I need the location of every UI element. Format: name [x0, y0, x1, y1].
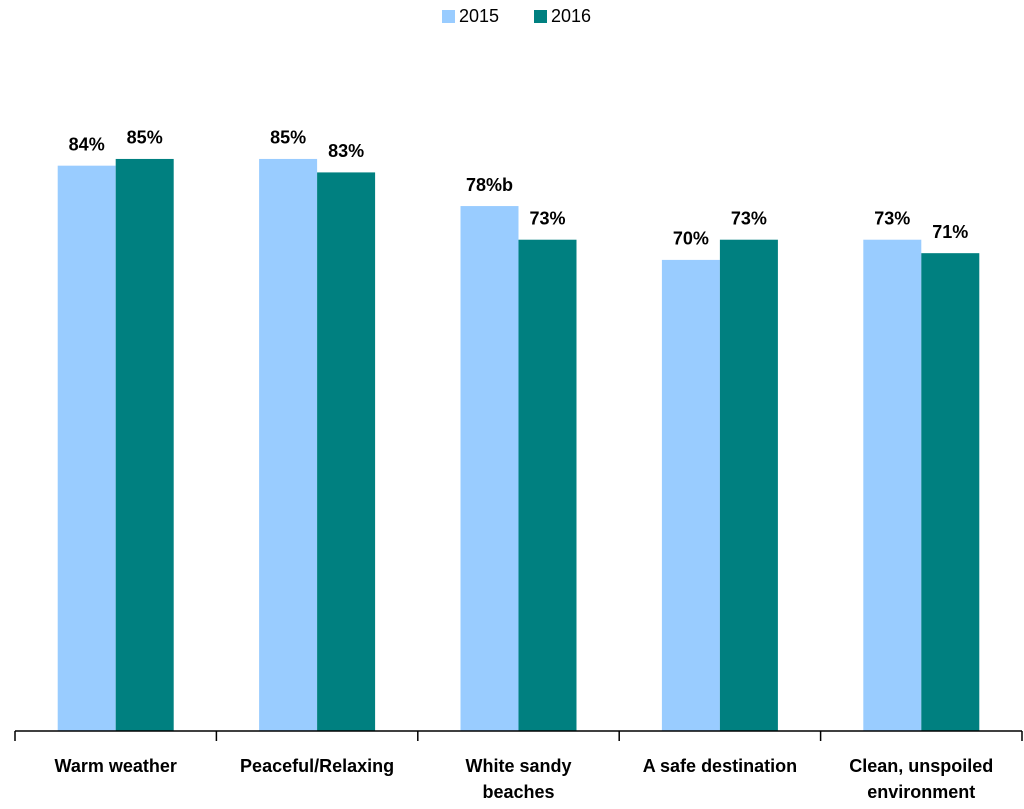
bar [518, 239, 577, 731]
value-label: 84% [69, 134, 105, 154]
value-label: 70% [673, 229, 709, 249]
x-tick-label: White sandy beaches [465, 756, 572, 802]
x-tick-label: Warm weather [54, 756, 177, 776]
value-label: 73% [874, 208, 910, 228]
value-label: 83% [328, 141, 364, 161]
x-tick-label: Clean, unspoiled environment [849, 756, 994, 802]
legend-label: 2016 [551, 6, 591, 26]
bar [921, 253, 980, 732]
bar [115, 158, 174, 731]
legend-swatch [534, 10, 547, 23]
bar [317, 172, 376, 731]
x-tick-label: A safe destination [642, 756, 798, 776]
bar [719, 239, 778, 731]
bar [460, 206, 519, 731]
value-label: 73% [529, 208, 565, 228]
bar [259, 158, 318, 731]
value-label: 71% [932, 222, 968, 242]
value-label: 85% [270, 128, 306, 148]
legend-label: 2015 [459, 6, 499, 26]
bar [57, 165, 116, 731]
value-label: 78%b [466, 175, 513, 195]
bar [661, 259, 720, 731]
value-label: 73% [731, 208, 767, 228]
x-tick-label: Peaceful/Relaxing [240, 756, 395, 776]
value-label: 85% [127, 128, 163, 148]
bar [863, 239, 922, 731]
legend-swatch [442, 10, 455, 23]
